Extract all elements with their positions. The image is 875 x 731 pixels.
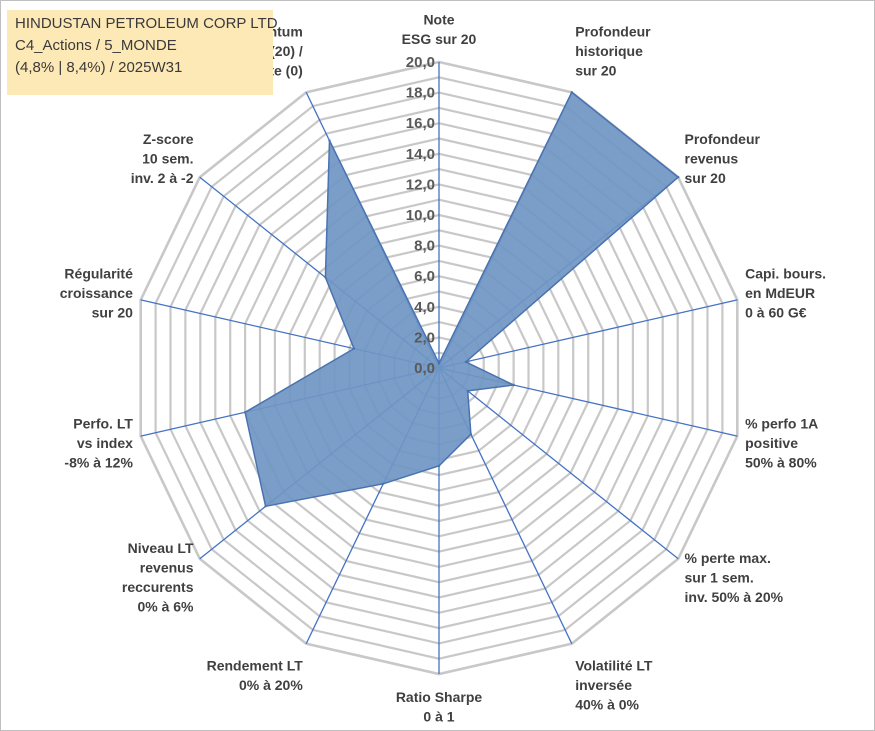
- axis-label-line: en MdEUR: [745, 285, 815, 301]
- performance-info: (4,8% | 8,4%) / 2025W31: [15, 59, 183, 76]
- axis-label: % perte max. sur 1 sem. inv. 50% à 20%: [685, 550, 784, 605]
- axis-label-line: inversée: [575, 677, 632, 693]
- axis-label-line: Volatilité LT: [575, 657, 653, 673]
- tick-label: 12,0: [406, 176, 435, 193]
- axis-label-line: Ratio Sharpe: [396, 689, 483, 705]
- axis-label-line: 0% à 6%: [137, 599, 194, 615]
- axis-label: Note ESG sur 20: [402, 12, 477, 48]
- axis-label-line: 0 à 60 G€: [745, 305, 807, 321]
- data-point: [382, 482, 385, 485]
- axis-label-line: Z-score: [143, 131, 194, 147]
- axis-label-line: sur 20: [685, 170, 726, 186]
- title-box: HINDUSTAN PETROLEUM CORP LTD C4_Actions …: [7, 10, 278, 95]
- series-layer: [243, 91, 680, 508]
- axis-label: Z-score 10 sem. inv. 2 à -2: [131, 131, 194, 186]
- axis-label-line: Capi. bours.: [745, 266, 826, 282]
- portfolio-subtitle: C4_Actions / 5_MONDE: [15, 37, 177, 54]
- axis-label: % perfo 1A positive 50% à 80%: [745, 415, 818, 470]
- axis-label-line: croissance: [60, 285, 133, 301]
- axis-label-line: revenus: [140, 560, 194, 576]
- data-point: [324, 276, 327, 279]
- axis-label-line: -8% à 12%: [64, 454, 133, 470]
- data-point: [243, 411, 247, 414]
- data-point: [264, 505, 267, 508]
- data-point: [570, 91, 573, 94]
- data-point: [466, 389, 469, 393]
- axis-label-line: % perte max.: [685, 550, 771, 566]
- tick-label: 4,0: [414, 299, 435, 316]
- axis-label: Niveau LT revenus reccurents 0% à 6%: [122, 540, 194, 615]
- axis-label-line: ESG sur 20: [402, 31, 477, 47]
- data-point: [464, 360, 467, 364]
- data-point: [437, 362, 441, 365]
- axis-label-line: vs index: [77, 435, 133, 451]
- tick-label: 8,0: [414, 238, 435, 255]
- axis-label-line: 0 à 1: [423, 709, 454, 725]
- axis-label-line: inv. 2 à -2: [131, 170, 194, 186]
- axis-label: Capi. bours. en MdEUR 0 à 60 G€: [745, 266, 826, 321]
- axis-label: Profondeur revenus sur 20: [685, 131, 761, 186]
- axis-label-line: 40% à 0%: [575, 696, 639, 712]
- axis-label: Volatilité LT inversée 40% à 0%: [575, 657, 653, 712]
- tick-label: 2,0: [414, 329, 435, 346]
- axis-label: Régularité croissance sur 20: [60, 266, 133, 321]
- data-point: [469, 433, 473, 436]
- axis-label: Profondeur historique sur 20: [575, 24, 651, 79]
- axis-label-line: sur 1 sem.: [685, 570, 754, 586]
- axis-label-line: positive: [745, 435, 798, 451]
- tick-label: 6,0: [414, 268, 435, 285]
- tick-label: 14,0: [406, 146, 435, 163]
- axis-label-line: Profondeur: [575, 24, 651, 40]
- company-name: HINDUSTAN PETROLEUM CORP LTD: [15, 15, 278, 32]
- axis-label-line: reccurents: [122, 579, 194, 595]
- axis-label-line: sur 20: [92, 305, 133, 321]
- tick-label: 10,0: [406, 207, 435, 224]
- tick-label: 20,0: [406, 54, 435, 71]
- tick-label: 18,0: [406, 85, 435, 102]
- axis-label: Rendement LT 0% à 20%: [207, 657, 304, 693]
- axis-label-line: historique: [575, 43, 643, 59]
- axis-label-line: Régularité: [64, 266, 133, 282]
- data-point: [352, 347, 356, 350]
- label-layer: 0,0 2,0 4,0 6,0 8,0 10,0 12,0 14,0 16,0 18,0 20,0 N…: [60, 12, 826, 725]
- axis-label-line: revenus: [685, 151, 739, 167]
- axis-spoke: [438, 367, 679, 560]
- axis-label-line: Profondeur: [685, 131, 761, 147]
- axis-label-line: Note: [423, 12, 454, 28]
- axis-label-line: sur 20: [575, 63, 616, 79]
- data-point: [437, 464, 441, 468]
- data-point: [328, 139, 331, 142]
- axis-label-line: Perfo. LT: [73, 415, 133, 431]
- series-area: [244, 91, 680, 508]
- axis-label: Perfo. LT vs index -8% à 12%: [64, 415, 133, 470]
- axis-spoke: [438, 299, 738, 369]
- tick-label: 16,0: [406, 115, 435, 132]
- axis-label-line: 10 sem.: [142, 151, 193, 167]
- axis-label: Ratio Sharpe 0 à 1: [396, 689, 483, 725]
- data-point: [512, 383, 515, 387]
- axis-label-line: 50% à 80%: [745, 454, 817, 470]
- data-point: [677, 176, 680, 179]
- tick-label: 0,0: [414, 360, 435, 377]
- axis-label-line: % perfo 1A: [745, 415, 818, 431]
- axis-label-line: Rendement LT: [207, 657, 304, 673]
- axis-label-line: 0% à 20%: [239, 677, 303, 693]
- axis-label-line: Niveau LT: [128, 540, 194, 556]
- axis-label-line: inv. 50% à 20%: [685, 589, 784, 605]
